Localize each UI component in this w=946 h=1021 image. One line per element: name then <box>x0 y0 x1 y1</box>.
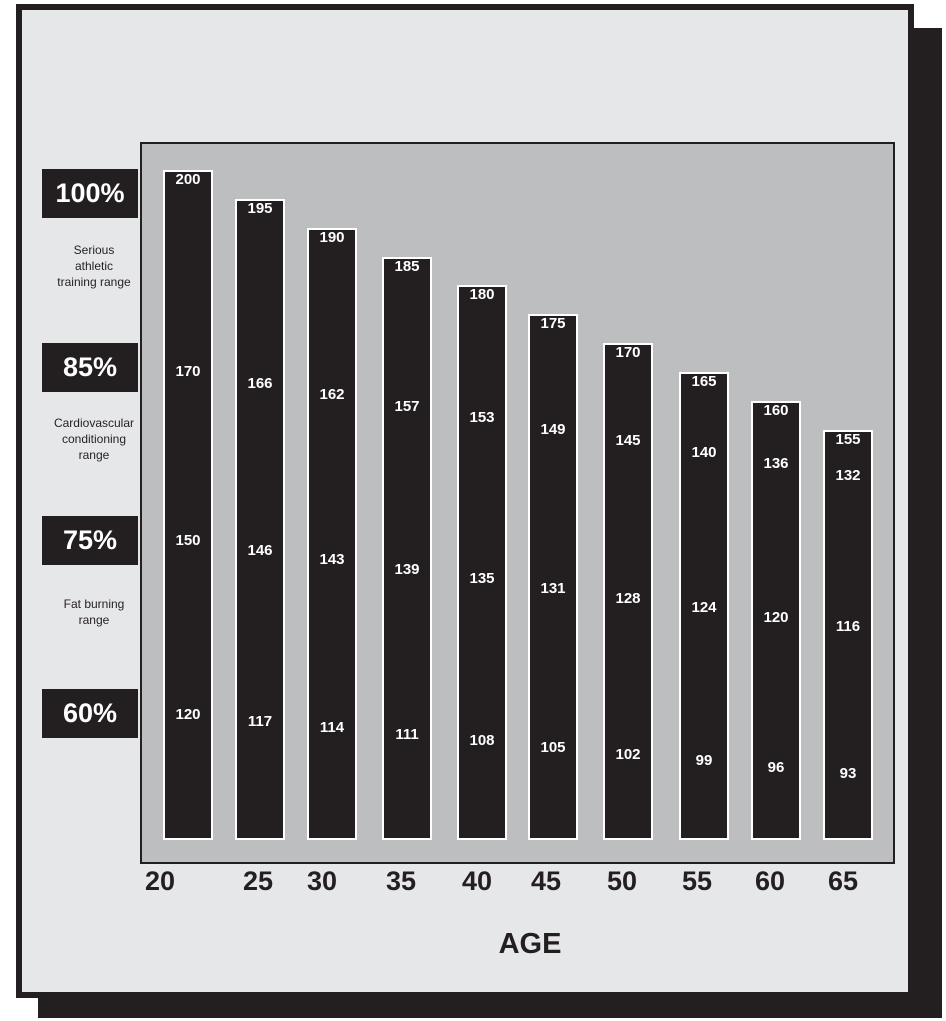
percent-label-100: 100% <box>42 169 138 218</box>
data-label: 132 <box>835 466 861 484</box>
x-tick-label: 60 <box>754 866 786 896</box>
data-label: 111 <box>395 725 419 743</box>
data-label: 139 <box>394 560 420 578</box>
data-label: 114 <box>319 719 345 737</box>
x-tick-label: 65 <box>827 866 859 896</box>
data-label: 165 <box>691 372 717 390</box>
data-label: 131 <box>540 580 566 597</box>
zone-athletic-line: Serious <box>73 243 115 257</box>
zone-fat-burning: Fat burning range <box>40 596 148 628</box>
bar-age-30 <box>307 227 357 840</box>
data-label: 153 <box>469 409 495 426</box>
x-axis-label: AGE <box>498 928 562 960</box>
zone-cardio-line: conditioning <box>61 432 127 446</box>
x-tick-label: 30 <box>306 866 338 896</box>
data-label: 162 <box>319 386 345 403</box>
data-label: 155 <box>835 430 861 448</box>
bar-age-45 <box>528 314 578 840</box>
bar-age-25 <box>235 198 285 840</box>
zone-athletic: Serious athletic training range <box>40 242 148 290</box>
data-label: 145 <box>615 432 641 449</box>
zone-cardio-line: Cardiovascular <box>53 416 135 430</box>
x-tick-label: 55 <box>681 866 713 896</box>
data-label: 117 <box>247 712 273 730</box>
bar-age-20 <box>163 170 213 840</box>
data-label: 143 <box>319 551 345 569</box>
percent-label-85: 85% <box>42 343 138 392</box>
data-label: 102 <box>615 745 641 763</box>
bar-age-50 <box>603 343 653 840</box>
data-label: 190 <box>319 228 345 246</box>
data-label: 170 <box>615 344 641 362</box>
x-tick-label: 45 <box>530 866 562 896</box>
data-label: 157 <box>394 397 420 415</box>
zone-cardio: Cardiovascular conditioning range <box>40 415 148 463</box>
data-label: 120 <box>175 706 201 723</box>
data-label: 200 <box>175 171 201 188</box>
data-label: 195 <box>247 199 273 217</box>
data-label: 175 <box>540 315 566 333</box>
data-label: 140 <box>691 443 717 461</box>
bar-age-55 <box>679 371 729 840</box>
bar-age-60 <box>751 400 801 840</box>
percent-label-60: 60% <box>42 689 138 738</box>
zone-fat-burning-line: Fat burning <box>63 597 125 611</box>
data-label: 124 <box>691 599 717 617</box>
data-label: 120 <box>763 608 789 626</box>
data-label: 146 <box>247 541 273 559</box>
data-label: 150 <box>175 532 201 549</box>
bar-age-35 <box>382 256 432 840</box>
data-label: 128 <box>615 589 641 607</box>
data-label: 160 <box>763 401 789 419</box>
zone-athletic-line: training range <box>57 275 131 289</box>
data-label: 96 <box>767 758 785 776</box>
zone-fat-burning-line: range <box>78 613 110 627</box>
data-label: 166 <box>247 374 273 392</box>
bar-age-40 <box>457 285 507 840</box>
percent-label-75: 75% <box>42 516 138 565</box>
x-tick-label: 25 <box>242 866 274 896</box>
data-label: 116 <box>835 618 861 636</box>
bar-age-65 <box>823 429 873 840</box>
data-label: 105 <box>540 739 566 756</box>
data-label: 108 <box>469 732 495 750</box>
data-label: 149 <box>540 420 566 438</box>
data-label: 170 <box>175 363 201 380</box>
x-tick-label: 20 <box>144 866 176 896</box>
x-tick-label: 40 <box>461 866 493 896</box>
data-label: 93 <box>839 765 857 783</box>
data-label: 136 <box>763 455 789 472</box>
data-label: 99 <box>695 752 713 770</box>
data-label: 185 <box>394 257 420 275</box>
zone-cardio-line: range <box>78 448 110 462</box>
x-tick-label: 35 <box>385 866 417 896</box>
data-label: 180 <box>469 286 495 304</box>
x-tick-label: 50 <box>606 866 638 896</box>
zone-athletic-line: athletic <box>74 259 114 273</box>
data-label: 135 <box>469 570 495 588</box>
